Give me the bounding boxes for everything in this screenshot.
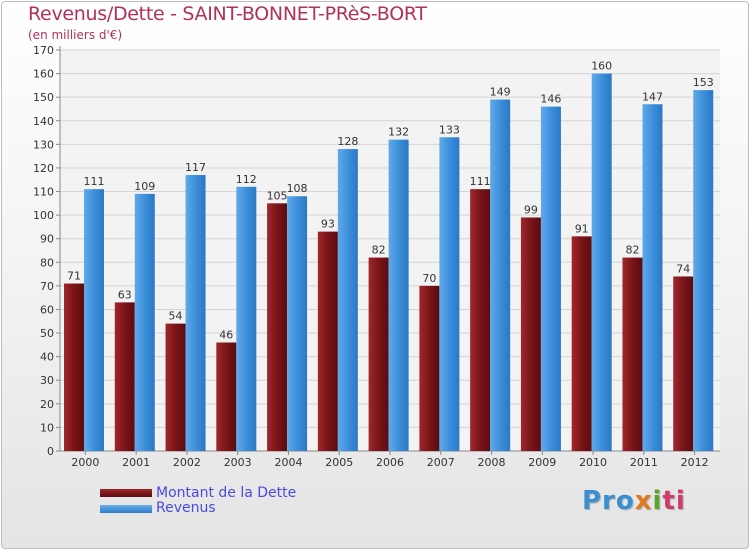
x-tick-label: 2008	[478, 456, 506, 469]
bar-debt	[571, 236, 592, 451]
x-tick-label: 2002	[173, 456, 201, 469]
bar-debt	[673, 276, 694, 451]
x-tick-label: 2003	[224, 456, 252, 469]
x-tick-label: 2000	[71, 456, 99, 469]
data-label-debt: 70	[422, 272, 436, 285]
bar-revenue	[439, 137, 460, 451]
data-label-revenue: 153	[693, 76, 714, 89]
data-label-debt: 111	[470, 175, 491, 188]
data-label-revenue: 108	[287, 182, 308, 195]
chart-title: Revenus/Dette - SAINT-BONNET-PRèS-BORT	[28, 3, 427, 25]
data-label-revenue: 128	[337, 135, 358, 148]
y-tick-label: 50	[40, 327, 54, 340]
data-label-revenue: 109	[134, 180, 155, 193]
data-label-debt: 63	[118, 288, 132, 301]
legend-label-revenue: Revenus	[156, 500, 216, 516]
data-label-debt: 46	[219, 328, 233, 341]
bar-revenue	[287, 196, 308, 451]
x-tick-label: 2010	[579, 456, 607, 469]
x-tick-label: 2009	[528, 456, 556, 469]
bar-debt	[64, 283, 84, 451]
data-label-revenue: 117	[185, 161, 206, 174]
x-tick-label: 2005	[325, 456, 353, 469]
bar-debt	[622, 257, 643, 451]
data-label-debt: 105	[267, 189, 288, 202]
y-tick-label: 100	[33, 209, 54, 222]
x-tick-label: 2004	[274, 456, 302, 469]
bar-debt	[419, 285, 440, 451]
y-tick-label: 60	[40, 303, 54, 316]
data-label-revenue: 146	[540, 93, 561, 106]
y-tick-label: 90	[40, 233, 54, 246]
chart-subtitle: (en milliers d'€)	[28, 28, 123, 42]
bar-debt	[165, 323, 186, 451]
bar-revenue	[236, 186, 257, 451]
y-tick-label: 0	[47, 445, 54, 458]
x-tick-label: 2007	[427, 456, 455, 469]
data-label-debt: 93	[321, 218, 335, 231]
y-tick-label: 10	[40, 421, 54, 434]
y-tick-label: 80	[40, 256, 54, 269]
bar-debt	[267, 203, 288, 451]
data-label-revenue: 160	[591, 60, 612, 73]
data-label-debt: 74	[676, 262, 690, 275]
bar-debt	[216, 342, 237, 451]
x-tick-label: 2011	[630, 456, 658, 469]
data-label-revenue: 132	[388, 126, 409, 139]
y-tick-label: 30	[40, 374, 54, 387]
data-label-debt: 91	[575, 222, 589, 235]
x-tick-label: 2012	[681, 456, 709, 469]
y-tick-label: 120	[33, 162, 54, 175]
y-tick-label: 70	[40, 280, 54, 293]
y-tick-label: 110	[33, 186, 54, 199]
x-tick-label: 2006	[376, 456, 404, 469]
data-label-debt: 99	[524, 203, 538, 216]
y-tick-label: 160	[33, 68, 54, 81]
bar-revenue	[84, 189, 104, 451]
legend-swatch-revenue	[100, 505, 152, 513]
data-label-revenue: 133	[439, 123, 460, 136]
data-label-debt: 54	[169, 310, 183, 323]
data-label-debt: 71	[67, 270, 81, 283]
x-tick-label: 2001	[122, 456, 150, 469]
bar-debt	[114, 302, 135, 451]
bar-revenue	[693, 90, 714, 451]
proxiti-logo: Proxiti	[582, 486, 686, 516]
bar-revenue	[185, 175, 206, 452]
bar-revenue	[490, 99, 511, 452]
y-tick-label: 150	[33, 91, 54, 104]
bar-revenue	[134, 193, 155, 451]
bar-revenue	[337, 149, 358, 451]
legend-label-debt: Montant de la Dette	[156, 485, 297, 501]
bar-debt	[317, 231, 338, 451]
bar-revenue	[388, 139, 409, 451]
bar-debt	[520, 217, 541, 451]
bar-revenue	[642, 104, 663, 452]
bar-revenue	[591, 73, 612, 452]
data-label-debt: 82	[372, 244, 386, 257]
y-tick-label: 40	[40, 351, 54, 364]
y-tick-label: 140	[33, 115, 54, 128]
bar-revenue	[540, 106, 561, 452]
y-tick-label: 20	[40, 398, 54, 411]
bar-debt	[368, 257, 389, 451]
y-tick-label: 170	[33, 44, 54, 57]
data-label-debt: 82	[625, 244, 639, 257]
data-label-revenue: 149	[490, 86, 511, 99]
bar-debt	[470, 189, 491, 451]
legend-swatch-debt	[100, 489, 152, 497]
data-label-revenue: 111	[84, 175, 105, 188]
data-label-revenue: 147	[642, 90, 663, 103]
y-tick-label: 130	[33, 138, 54, 151]
data-label-revenue: 112	[236, 173, 257, 186]
